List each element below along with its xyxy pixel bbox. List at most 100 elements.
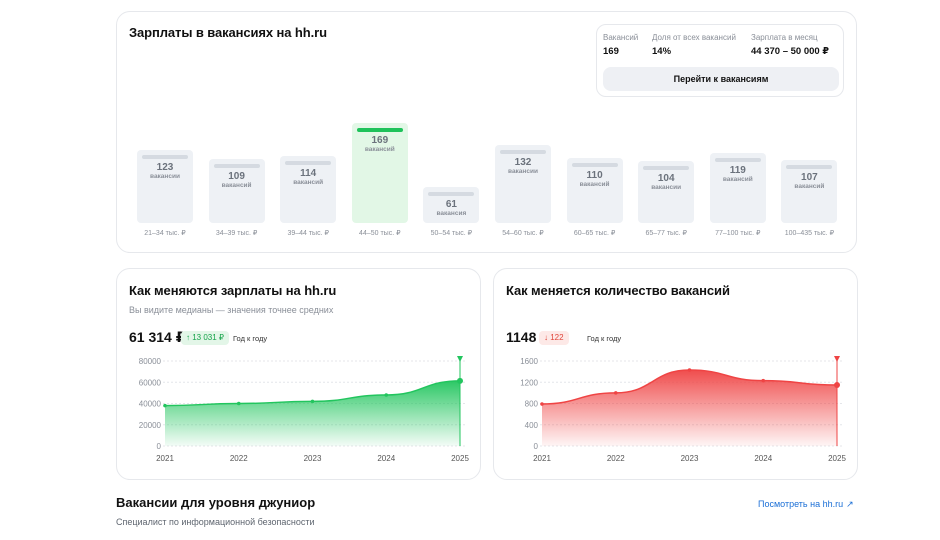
salary-bar[interactable]: 114 вакансий [280, 155, 337, 223]
data-point [236, 401, 241, 406]
x-tick-label: 2023 [681, 454, 699, 463]
x-tick-label: 2023 [304, 454, 322, 463]
share-value: 14% [652, 46, 672, 57]
vacancies-stat: Вакансий 169 [603, 33, 638, 57]
bar-unit: вакансии [651, 184, 682, 192]
salary-bar[interactable]: 132 вакансии [495, 144, 551, 223]
salary-trend-card: Как меняются зарплаты на hh.ru Вы видите… [116, 268, 481, 480]
y-tick-label: 0 [534, 442, 539, 451]
data-point [384, 393, 389, 397]
vacancy-area-chart: 1600 1200 800 400 0 2021 2022 2023 2024 2025 [520, 356, 846, 463]
bar-cap [285, 160, 332, 165]
salary-bar[interactable]: 169 вакансий [351, 123, 408, 223]
data-point [687, 368, 692, 372]
share-label: Доля от всех вакансий [652, 33, 736, 42]
view-on-hh-link[interactable]: Посмотреть на hh.ru ↗ [758, 499, 854, 510]
junior-section-subtitle: Специалист по информационной безопасност… [116, 517, 315, 527]
y-tick-label: 400 [525, 421, 539, 430]
salary-distribution-card: Зарплаты в вакансиях на hh.ru Вакансий 1… [116, 11, 857, 253]
bar-count: 107 [801, 171, 818, 183]
bar-cap [213, 163, 260, 168]
salary-bar[interactable]: 110 вакансий [566, 157, 623, 223]
external-link-icon: ↗ [846, 499, 854, 509]
y-tick-label: 1200 [520, 378, 538, 387]
data-point [163, 403, 167, 408]
vacancy-per-year-label: Год к году [587, 334, 622, 343]
bar-count: 132 [514, 156, 532, 168]
junior-section-title: Вакансии для уровня джуниор [116, 495, 316, 510]
x-tick-label: 2025 [828, 454, 846, 463]
bar-cap [356, 128, 403, 132]
bar-count: 110 [586, 169, 603, 181]
series-area [542, 370, 837, 446]
current-median-salary: 61 314 ₽ [129, 329, 186, 345]
bar-cap [786, 164, 833, 169]
salary-per-year-label: Год к году [233, 334, 268, 343]
bar-cap [643, 166, 690, 171]
bar-cap [500, 149, 546, 154]
salary-label: Зарплата в месяц [751, 33, 818, 42]
current-marker-arrow [834, 356, 840, 362]
bar-unit: вакансии [150, 173, 180, 181]
salary-bar[interactable]: 123 вакансии [137, 150, 193, 223]
bar-range-label: 50–54 тыс. ₽ [430, 230, 473, 237]
bar-count: 114 [300, 167, 317, 179]
salary-trend-subtitle: Вы видите медианы — значения точнее сред… [129, 305, 334, 315]
data-point [310, 399, 315, 404]
bar-count: 123 [156, 162, 174, 174]
y-tick-label: 800 [525, 400, 539, 409]
vacancy-trend-title: Как меняется количество вакансий [506, 283, 730, 298]
bar-count: 109 [228, 170, 245, 182]
current-vacancy-count: 1148 [506, 329, 537, 345]
salary-summary-box: Вакансий 169 Доля от всех вакансий 14% З… [596, 24, 844, 97]
series-area [165, 380, 460, 446]
bar-unit: вакансий [722, 175, 753, 183]
data-point [613, 391, 618, 395]
go-to-vacancies-button[interactable]: Перейти к вакансиям [603, 67, 839, 91]
x-tick-label: 2025 [451, 454, 469, 463]
vacancy-delta-badge: ↓ 122 [539, 331, 569, 345]
bar-range-label: 65–77 тыс. ₽ [645, 230, 687, 237]
view-on-hh-label: Посмотреть на hh.ru [758, 499, 844, 509]
y-tick-label: 60000 [139, 378, 162, 387]
y-tick-label: 0 [157, 442, 162, 451]
x-tick-label: 2021 [156, 454, 174, 463]
bar-unit: вакансии [508, 167, 538, 175]
bar-range-label: 21–34 тыс. ₽ [144, 230, 186, 237]
salary-bar[interactable]: 119 вакансий [709, 152, 766, 223]
x-tick-label: 2022 [230, 454, 248, 463]
salary-delta-badge: ↑ 13 031 ₽ [181, 331, 230, 345]
data-point [540, 402, 544, 406]
bar-range-label: 60–65 тыс. ₽ [573, 230, 616, 237]
bar-range-label: 54–60 тыс. ₽ [502, 230, 544, 237]
salary-bar[interactable]: 107 вакансий [781, 159, 838, 223]
salary-bar[interactable]: 104 вакансии [638, 161, 695, 223]
salary-card-title: Зарплаты в вакансиях на hh.ru [129, 25, 327, 40]
bar-unit: вакансий [293, 178, 324, 186]
share-stat: Доля от всех вакансий 14% [652, 33, 736, 57]
bar-cap [571, 162, 618, 167]
y-tick-label: 20000 [139, 421, 162, 430]
bar-unit: вакансий [221, 181, 252, 189]
bar-count: 169 [371, 135, 389, 146]
bar-range-label: 100–435 тыс. ₽ [784, 230, 835, 237]
salary-stat: Зарплата в месяц 44 370 – 50 000 ₽ [751, 33, 829, 57]
y-tick-label: 80000 [139, 357, 162, 366]
salary-bar[interactable]: 109 вакансий [208, 158, 265, 223]
salary-bar[interactable]: 61 вакансия [423, 186, 480, 223]
bar-range-label: 39–44 тыс. ₽ [287, 230, 329, 237]
bar-count: 119 [729, 164, 746, 176]
current-marker-arrow [457, 356, 463, 362]
y-tick-label: 1600 [520, 357, 538, 366]
bar-cap [428, 191, 475, 196]
salary-trend-title: Как меняются зарплаты на hh.ru [129, 283, 337, 298]
bar-cap [142, 155, 188, 160]
bar-unit: вакансий [579, 180, 610, 188]
salary-value: 44 370 – 50 000 ₽ [751, 46, 829, 57]
vacancies-value: 169 [603, 46, 619, 57]
bar-unit: вакансий [794, 182, 825, 190]
bar-range-label: 44–50 тыс. ₽ [359, 230, 401, 237]
y-tick-label: 40000 [139, 400, 162, 409]
bar-unit: вакансий [364, 146, 395, 153]
salary-area-chart: 80000 60000 40000 20000 0 2021 2022 2023 2024 202… [139, 356, 469, 463]
